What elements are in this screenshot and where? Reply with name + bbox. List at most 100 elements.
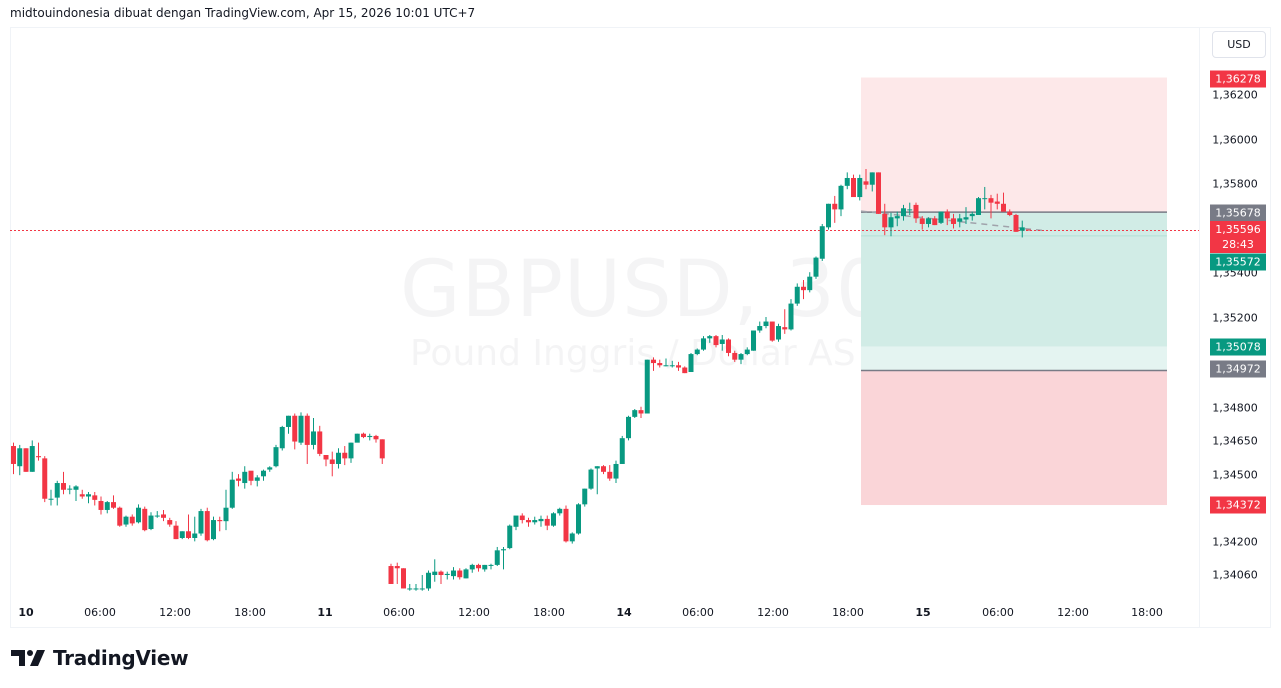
candle-body (494, 550, 500, 565)
candle-body (857, 177, 863, 198)
candle-body (186, 531, 191, 538)
candle-body (913, 204, 919, 219)
candle-body (551, 513, 556, 526)
candle-body (982, 198, 988, 200)
time-tick: 18:00 (1131, 606, 1163, 619)
candle-body (426, 572, 431, 589)
price-label-text: 1,34972 (1215, 362, 1261, 376)
price-tick: 1,34060 (1212, 568, 1258, 582)
price-tick: 1,34500 (1212, 468, 1258, 482)
candle-body (229, 479, 235, 508)
candle-body (179, 531, 185, 538)
candle-body (379, 439, 385, 459)
candle-body (79, 494, 85, 497)
candle-body (988, 198, 994, 203)
time-tick: 12:00 (1057, 606, 1089, 619)
candle-body (894, 216, 900, 219)
currency-button[interactable]: USD (1212, 31, 1266, 58)
candle-body (42, 458, 48, 499)
price-axis-separator (1199, 27, 1200, 628)
candle-body (782, 327, 788, 330)
candle-body (719, 339, 725, 344)
time-tick: 14 (616, 606, 632, 619)
candle-body (688, 354, 694, 373)
candle-body (901, 208, 906, 217)
candle-body (744, 349, 750, 355)
candle-body (844, 177, 850, 186)
candle-body (907, 209, 913, 211)
candle-body (173, 525, 179, 540)
price-label-text: 1,35596 (1215, 223, 1261, 236)
candle-body (469, 564, 475, 570)
candle-body (701, 338, 706, 350)
price-label-text: 1,34372 (1215, 498, 1261, 512)
candle-body (167, 520, 173, 525)
candle-body (86, 494, 91, 497)
candle-body (619, 438, 625, 464)
candle-body (286, 415, 291, 427)
candle-body (657, 363, 663, 366)
price-tick: 1,34650 (1212, 434, 1258, 448)
price-tick: 1,36200 (1212, 88, 1258, 102)
candle-body (36, 456, 41, 458)
candle-body (457, 570, 463, 578)
candle-body (92, 495, 98, 500)
candle-body (1013, 215, 1019, 232)
stop-price-label: 1,34372 (1210, 496, 1266, 514)
candle-body (267, 467, 273, 470)
candle-body (769, 321, 775, 341)
entry-price-label: 1,35678 (1210, 204, 1266, 222)
candle-body (323, 455, 329, 460)
candle-body (751, 330, 756, 351)
stop-zone (861, 370, 1167, 506)
candle-body (154, 515, 160, 517)
tradingview-logo[interactable]: TradingView (11, 646, 189, 670)
candle-body (776, 326, 781, 340)
candle-body (594, 466, 600, 469)
time-tick: 18:00 (533, 606, 565, 619)
tradingview-logo-icon (11, 650, 45, 666)
time-tick: 12:00 (159, 606, 191, 619)
candle-body (813, 257, 819, 277)
candle-body (788, 303, 794, 330)
prev-close-label: 1,35572 (1210, 253, 1266, 271)
candle-body (48, 498, 54, 500)
candle-body (98, 500, 104, 510)
candle-body (576, 504, 581, 534)
candle-body (638, 410, 644, 414)
candle-body (304, 415, 310, 445)
level-label: 1,35078 (1210, 338, 1266, 356)
candle-body (763, 321, 769, 327)
candle-body (354, 433, 360, 443)
candle-body (204, 511, 210, 541)
target-price-label: 1,36278 (1210, 70, 1266, 88)
candle-body (248, 470, 254, 481)
candle-body (317, 431, 323, 454)
candle-body (451, 570, 456, 577)
candle-body (626, 416, 631, 439)
candle-body (919, 218, 925, 224)
candle-body (944, 211, 950, 219)
time-tick: 15 (915, 606, 931, 619)
target-zone (861, 77, 1167, 213)
profit-zone-light (861, 346, 1167, 371)
time-tick: 12:00 (458, 606, 490, 619)
price-tick: 1,35800 (1212, 177, 1258, 191)
candle-body (198, 511, 204, 534)
candle-body (726, 339, 731, 353)
candle-body (888, 217, 894, 228)
price-label-text: 1,35078 (1215, 340, 1261, 354)
candle-body (482, 564, 488, 570)
time-tick: 06:00 (982, 606, 1014, 619)
candle-body (279, 426, 285, 449)
candle-body (663, 365, 669, 367)
time-tick: 06:00 (84, 606, 116, 619)
candle-body (851, 177, 856, 198)
candle-body (607, 471, 613, 479)
time-tick: 11 (317, 606, 333, 619)
candle-body (419, 588, 425, 590)
candle-body (957, 218, 963, 222)
time-tick: 12:00 (757, 606, 789, 619)
candle-body (129, 516, 135, 524)
